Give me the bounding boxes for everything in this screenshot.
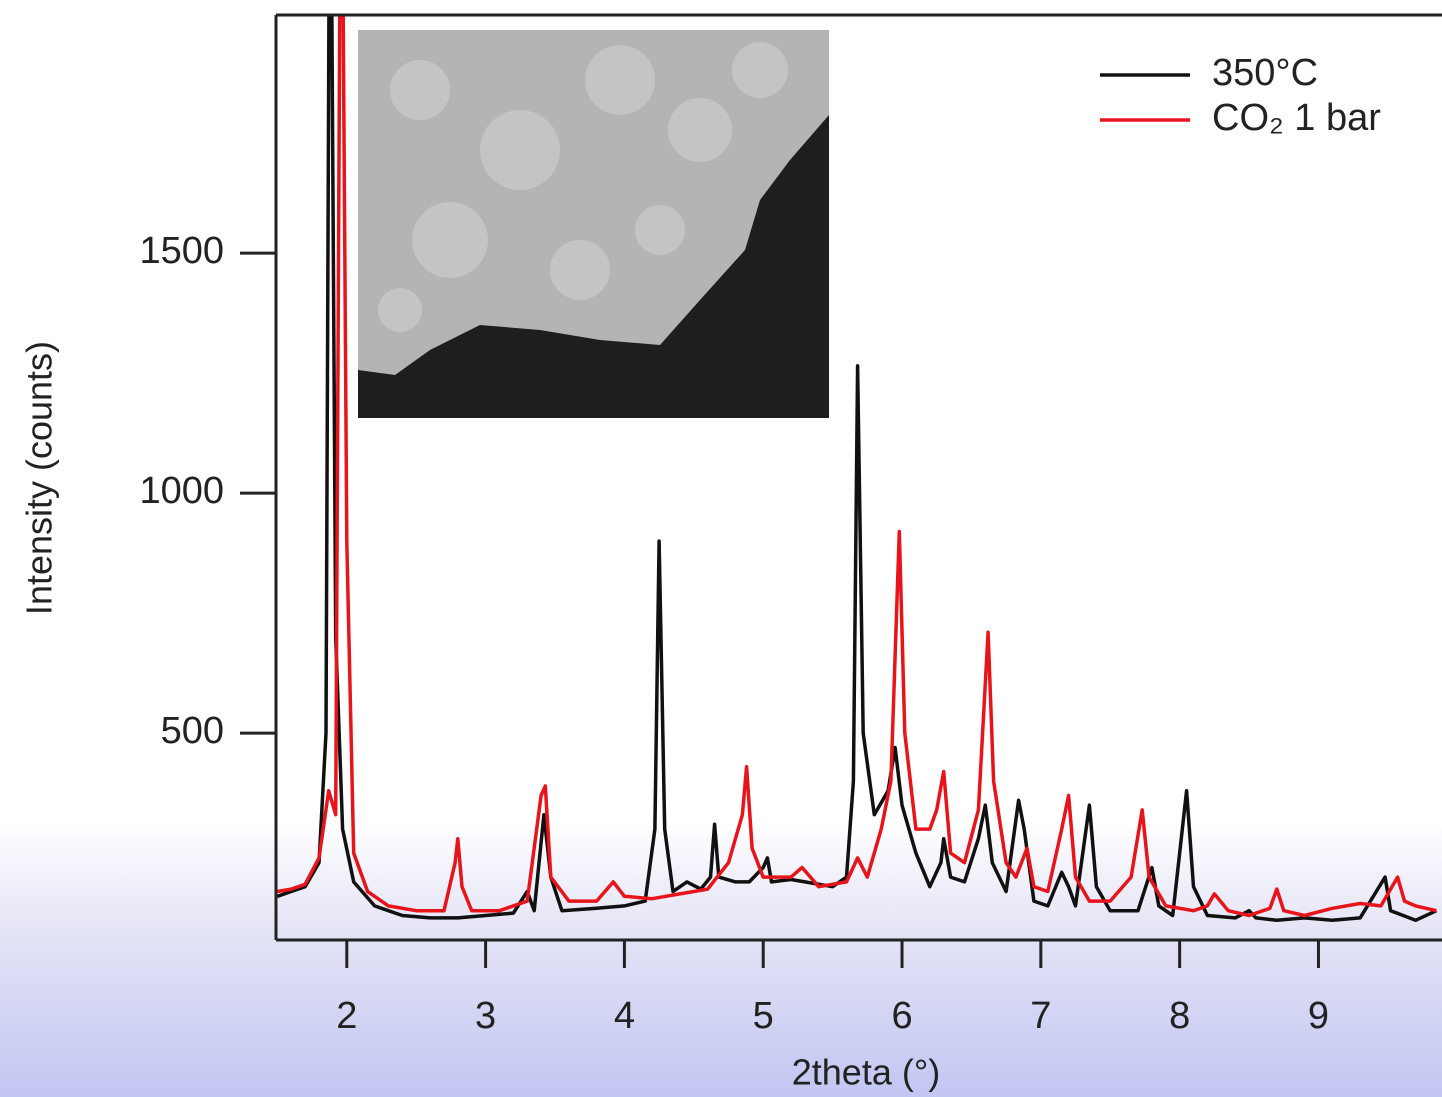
x-tick-label: 8 xyxy=(1169,995,1190,1037)
x-tick-label: 2 xyxy=(336,995,357,1037)
y-tick-label: 500 xyxy=(161,710,224,752)
legend-label: 350°C xyxy=(1212,52,1318,94)
x-tick-label: 9 xyxy=(1308,995,1329,1037)
inset-texture xyxy=(378,42,788,332)
series-line xyxy=(276,15,1438,923)
y-tick-label: 1000 xyxy=(139,470,224,512)
legend-label: CO₂ 1 bar xyxy=(1212,97,1381,139)
x-tick-label: 5 xyxy=(753,995,774,1037)
x-tick-label: 3 xyxy=(475,995,496,1037)
y-axis-title: Intensity (counts) xyxy=(19,341,60,615)
x-axis-title: 2theta (°) xyxy=(792,1052,940,1093)
x-tick-label: 4 xyxy=(614,995,635,1037)
y-tick-label: 1500 xyxy=(139,230,224,272)
axes: 500 1000 1500 2 3 4 5 6 7 8 9 xyxy=(139,230,1329,1037)
plot-area xyxy=(276,15,1438,923)
inset-image xyxy=(358,30,829,418)
x-tick-label: 7 xyxy=(1030,995,1051,1037)
x-tick-label: 6 xyxy=(891,995,912,1037)
series-line xyxy=(277,15,1437,918)
